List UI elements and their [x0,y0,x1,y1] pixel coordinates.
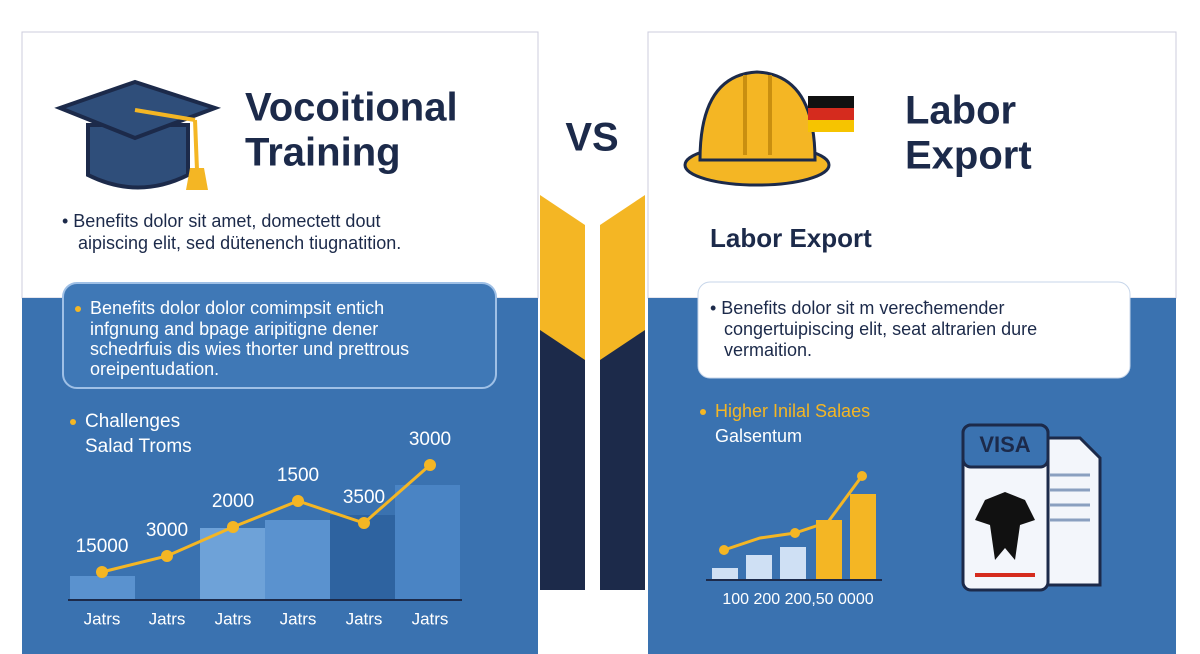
point [292,495,304,507]
x-label: Jatrs [149,609,186,628]
text-box [697,281,1131,379]
bars [70,485,460,600]
chevron [600,330,645,590]
x-label: Jatrs [215,609,252,628]
point-label: 3500 [343,487,385,508]
bullet: • Benefits dolor sit amet, domectett dou… [62,211,380,231]
box-text: vermaition. [724,340,812,360]
helmet [683,70,854,187]
points [719,471,867,555]
point [161,550,173,562]
x-label: Jatrs [346,609,383,628]
x-label: Jatrs [84,609,121,628]
bullet: aipiscing elit, sed dütenench tiugnatiti… [78,233,401,253]
subtitle: Labor Export [710,223,872,253]
title: Vocoitional [245,86,458,130]
bullet-dot [700,409,706,415]
chart-title: Salad Troms [85,436,192,457]
bars [712,494,876,580]
box-text: schedrfuis dis wies thorter und prettrou… [90,339,409,359]
bullet-dot [70,419,76,425]
point [227,521,239,533]
chevron [540,330,585,590]
grad-cap [54,79,222,190]
point-label: 15000 [76,536,129,557]
box-text: oreipentudation. [90,359,219,379]
visa-document [961,423,1102,592]
box-text: congertuipiscing elit, seat altrarien du… [724,319,1037,339]
point [358,517,370,529]
visa-label: VISA [979,432,1030,457]
point-label: 2000 [212,491,254,512]
point-label: 3000 [146,520,188,541]
point-label: 1500 [277,465,319,486]
point-label: 3000 [409,429,451,450]
point [424,459,436,471]
vs: VS [565,116,618,160]
chart-title: Challenges [85,411,180,432]
trend-line [101,463,431,574]
chart-title: Higher Inilal Salaes [715,401,870,421]
box-text: infgnung and bpage aripitigne dener [90,319,378,339]
x-label: Jatrs [280,609,317,628]
bullet-dot [75,306,81,312]
point [96,566,108,578]
title: Export [905,134,1032,178]
chart-title: Galsentum [715,426,802,446]
title: Training [245,131,401,175]
x-label: Jatrs [412,609,449,628]
text-box [62,282,497,389]
axis-label: 100 200 200,50 0000 [722,591,873,608]
box-text: • Benefits dolor sit m verecħemender [710,298,1004,318]
box-text: Benefits dolor dolor comimpsit entich [90,298,384,318]
title: Labor [905,89,1016,133]
